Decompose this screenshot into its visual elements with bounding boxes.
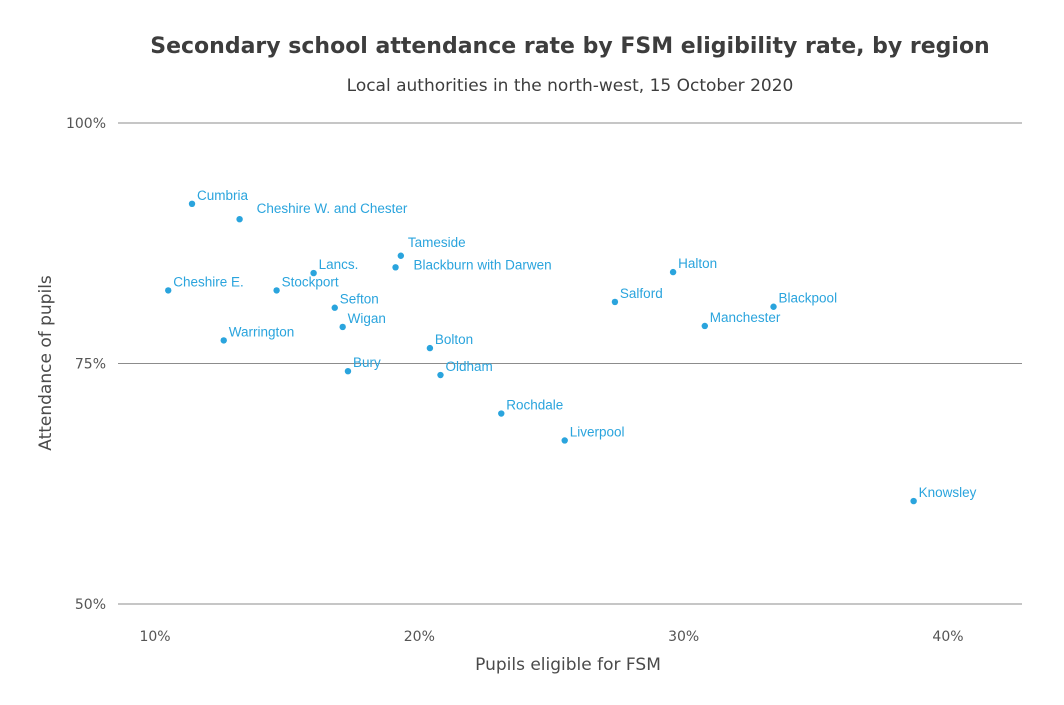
- y-tick-label: 75%: [75, 357, 106, 373]
- point-label: Cheshire W. and Chester: [257, 201, 408, 216]
- gridlines: [118, 122, 1022, 605]
- point-label: Halton: [678, 256, 717, 271]
- data-point: [236, 216, 243, 223]
- data-point: [701, 322, 709, 330]
- data-point: [188, 200, 196, 208]
- point-label: Cumbria: [197, 188, 249, 203]
- data-point: [331, 304, 338, 311]
- data-point: [344, 367, 352, 375]
- data-point: [669, 268, 677, 276]
- data-point: [165, 287, 172, 294]
- y-tick-label: 100%: [66, 116, 106, 132]
- point-label: Warrington: [229, 324, 295, 339]
- point-label: Stockport: [282, 274, 339, 289]
- point-label: Lancs.: [319, 257, 359, 272]
- data-point: [561, 437, 568, 444]
- chart-subtitle: Local authorities in the north-west, 15 …: [346, 76, 794, 96]
- point-label: Bury: [353, 355, 381, 370]
- data-point: [498, 410, 505, 417]
- point-label: Liverpool: [570, 424, 625, 439]
- x-tick-label: 40%: [932, 629, 963, 645]
- x-tick-label: 10%: [139, 629, 170, 645]
- point-label: Cheshire E.: [173, 274, 244, 289]
- point-label: Knowsley: [919, 485, 977, 500]
- point-label: Manchester: [710, 310, 781, 325]
- data-point: [310, 269, 317, 277]
- data-point: [392, 264, 399, 271]
- data-point: [770, 303, 777, 310]
- data-point: [910, 497, 917, 505]
- x-tick-labels: 10% 20% 30% 40%: [139, 629, 963, 645]
- point-label: Bolton: [435, 332, 473, 347]
- x-tick-label: 30%: [668, 629, 699, 645]
- data-point: [220, 337, 227, 344]
- data-point: [437, 371, 444, 379]
- data-point: [611, 298, 619, 306]
- point-label: Blackburn with Darwen: [414, 257, 552, 272]
- point-label: Oldham: [445, 359, 492, 374]
- data-point: [397, 252, 405, 259]
- x-tick-label: 20%: [404, 629, 435, 645]
- data-point: [426, 344, 434, 352]
- data-point: [339, 323, 346, 331]
- point-label: Wigan: [348, 311, 386, 326]
- y-tick-label: 50%: [75, 597, 106, 613]
- point-label: Salford: [620, 286, 663, 301]
- data-points: [165, 200, 917, 505]
- point-label: Sefton: [340, 292, 379, 307]
- chart-title: Secondary school attendance rate by FSM …: [150, 34, 990, 59]
- x-axis-title: Pupils eligible for FSM: [475, 655, 661, 675]
- point-labels: Cumbria Cheshire W. and Chester Cheshire E…: [173, 188, 976, 500]
- y-axis-title: Attendance of pupils: [36, 275, 56, 451]
- data-point: [273, 287, 280, 294]
- point-label: Blackpool: [779, 291, 838, 306]
- point-label: Tameside: [408, 235, 466, 250]
- y-tick-labels: 100% 75% 50%: [66, 116, 106, 613]
- point-label: Rochdale: [506, 398, 563, 413]
